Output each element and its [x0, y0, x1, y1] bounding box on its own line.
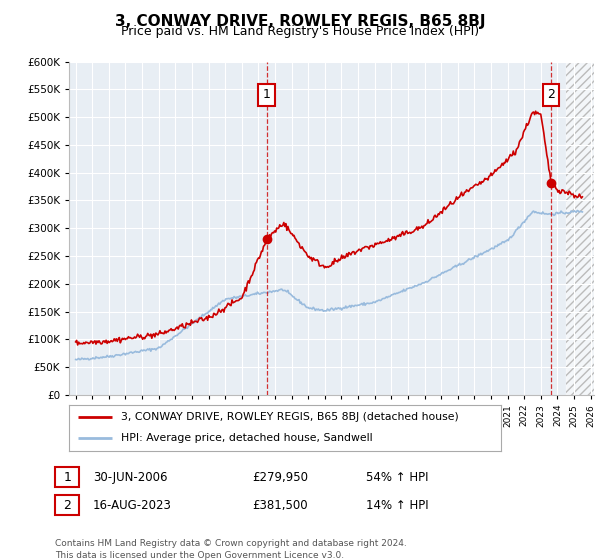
Text: HPI: Average price, detached house, Sandwell: HPI: Average price, detached house, Sand…	[121, 433, 373, 444]
Text: Price paid vs. HM Land Registry's House Price Index (HPI): Price paid vs. HM Land Registry's House …	[121, 25, 479, 38]
Text: Contains HM Land Registry data © Crown copyright and database right 2024.
This d: Contains HM Land Registry data © Crown c…	[55, 539, 407, 560]
Text: £279,950: £279,950	[252, 470, 308, 484]
Text: £381,500: £381,500	[252, 498, 308, 512]
Text: 1: 1	[263, 88, 271, 101]
Text: 54% ↑ HPI: 54% ↑ HPI	[366, 470, 428, 484]
Text: 16-AUG-2023: 16-AUG-2023	[93, 498, 172, 512]
Text: 2: 2	[63, 498, 71, 512]
Text: 3, CONWAY DRIVE, ROWLEY REGIS, B65 8BJ (detached house): 3, CONWAY DRIVE, ROWLEY REGIS, B65 8BJ (…	[121, 412, 458, 422]
Text: 1: 1	[63, 470, 71, 484]
Text: 3, CONWAY DRIVE, ROWLEY REGIS, B65 8BJ: 3, CONWAY DRIVE, ROWLEY REGIS, B65 8BJ	[115, 14, 485, 29]
Bar	[566, 62, 599, 395]
Text: 2: 2	[547, 88, 555, 101]
Text: 30-JUN-2006: 30-JUN-2006	[93, 470, 167, 484]
Text: 14% ↑ HPI: 14% ↑ HPI	[366, 498, 428, 512]
Bar	[566, 62, 599, 395]
